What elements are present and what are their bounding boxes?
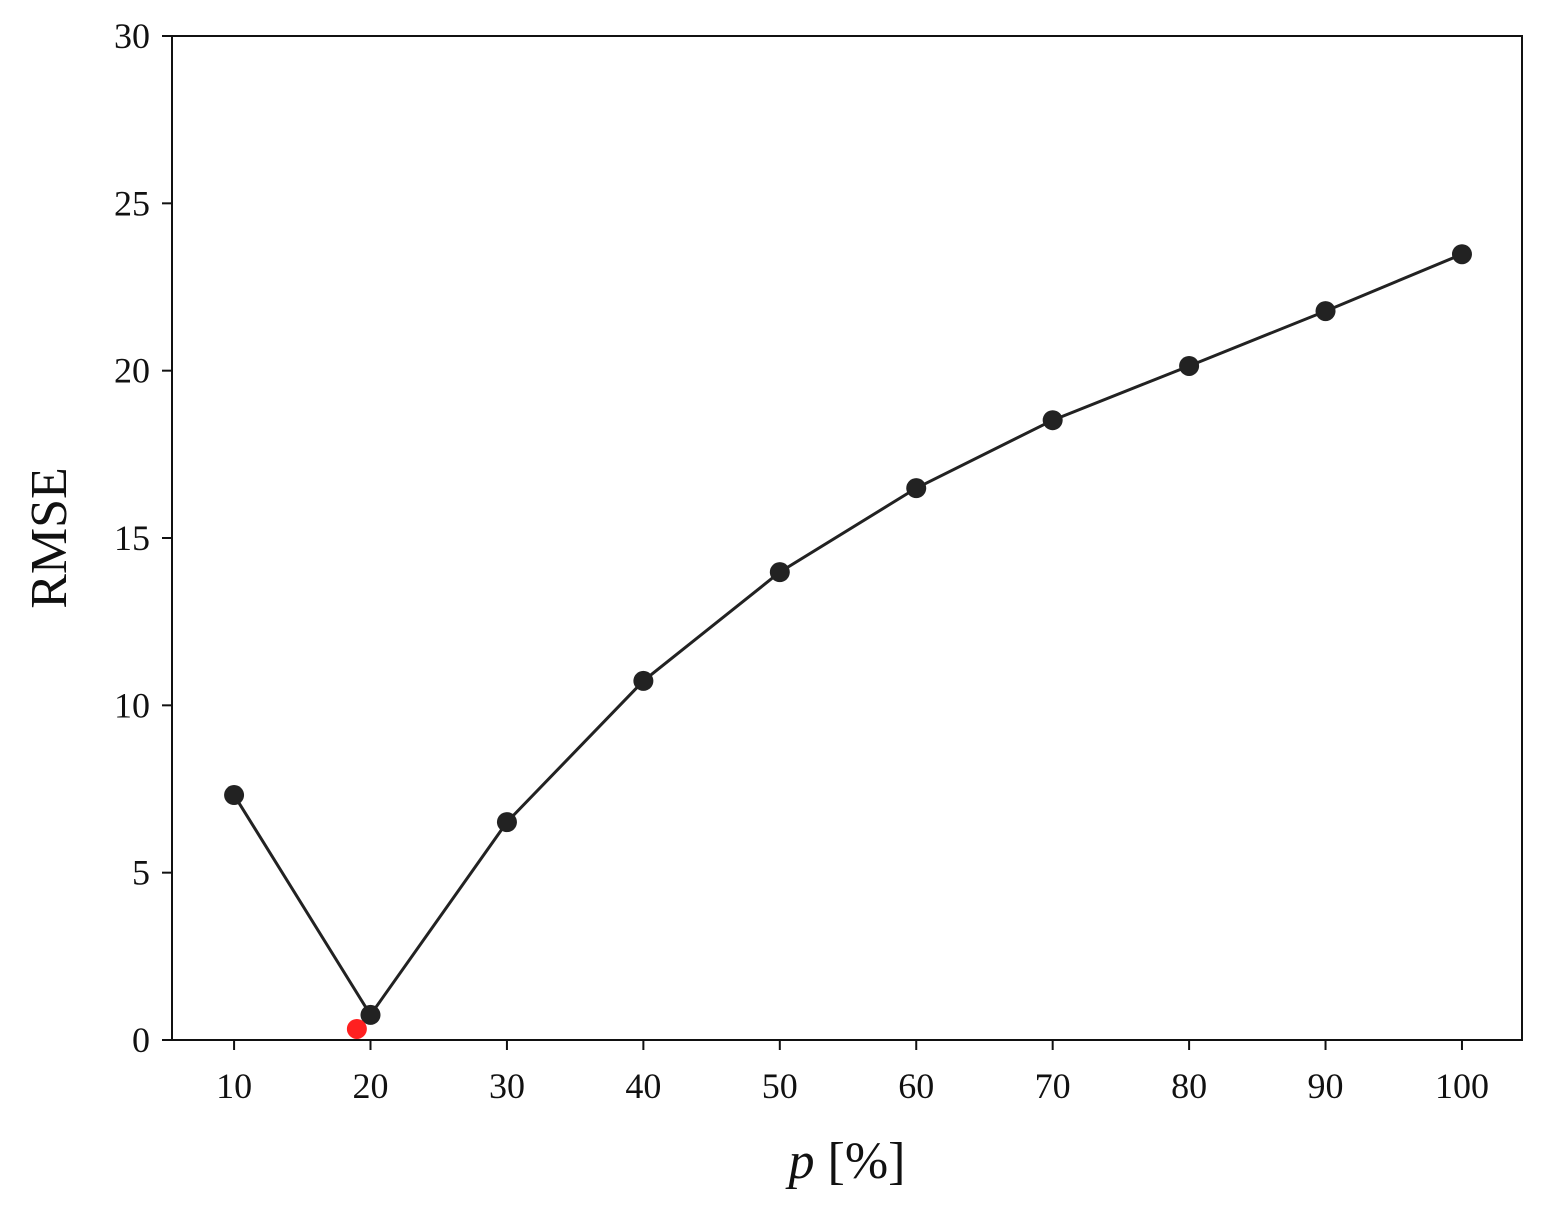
x-tick-label: 70 <box>1035 1066 1071 1106</box>
data-point <box>346 1018 367 1039</box>
data-point <box>1315 301 1336 322</box>
y-tick-label: 25 <box>114 183 150 223</box>
data-point <box>1451 244 1472 265</box>
data-point <box>224 785 245 806</box>
data-point <box>906 478 927 499</box>
x-tick-label: 100 <box>1435 1066 1489 1106</box>
x-tick-label: 80 <box>1171 1066 1207 1106</box>
x-tick-label: 90 <box>1308 1066 1344 1106</box>
data-point <box>1042 410 1063 431</box>
y-tick-label: 0 <box>132 1020 150 1060</box>
y-tick-label: 15 <box>114 518 150 558</box>
data-point <box>633 670 654 691</box>
x-axis-label: p [%] <box>785 1133 906 1190</box>
y-tick-label: 30 <box>114 16 150 56</box>
y-tick-label: 10 <box>114 685 150 725</box>
x-tick-label: 40 <box>625 1066 661 1106</box>
plot-frame <box>171 35 1523 1041</box>
x-tick-label: 50 <box>762 1066 798 1106</box>
x-tick-label: 30 <box>489 1066 525 1106</box>
y-tick-label: 20 <box>114 351 150 391</box>
data-point <box>769 562 790 583</box>
data-line <box>232 252 1463 1018</box>
x-tick-label: 60 <box>898 1066 934 1106</box>
x-tick-label: 10 <box>216 1066 252 1106</box>
x-axis-label-var: p <box>785 1133 815 1190</box>
data-point <box>1179 355 1200 376</box>
y-tick-label: 5 <box>132 853 150 893</box>
x-tick-label: 20 <box>353 1066 389 1106</box>
data-point <box>360 1004 381 1025</box>
y-axis-label: RMSE <box>21 467 78 609</box>
data-point <box>496 812 517 833</box>
x-axis-label-rest: [%] <box>815 1133 906 1190</box>
